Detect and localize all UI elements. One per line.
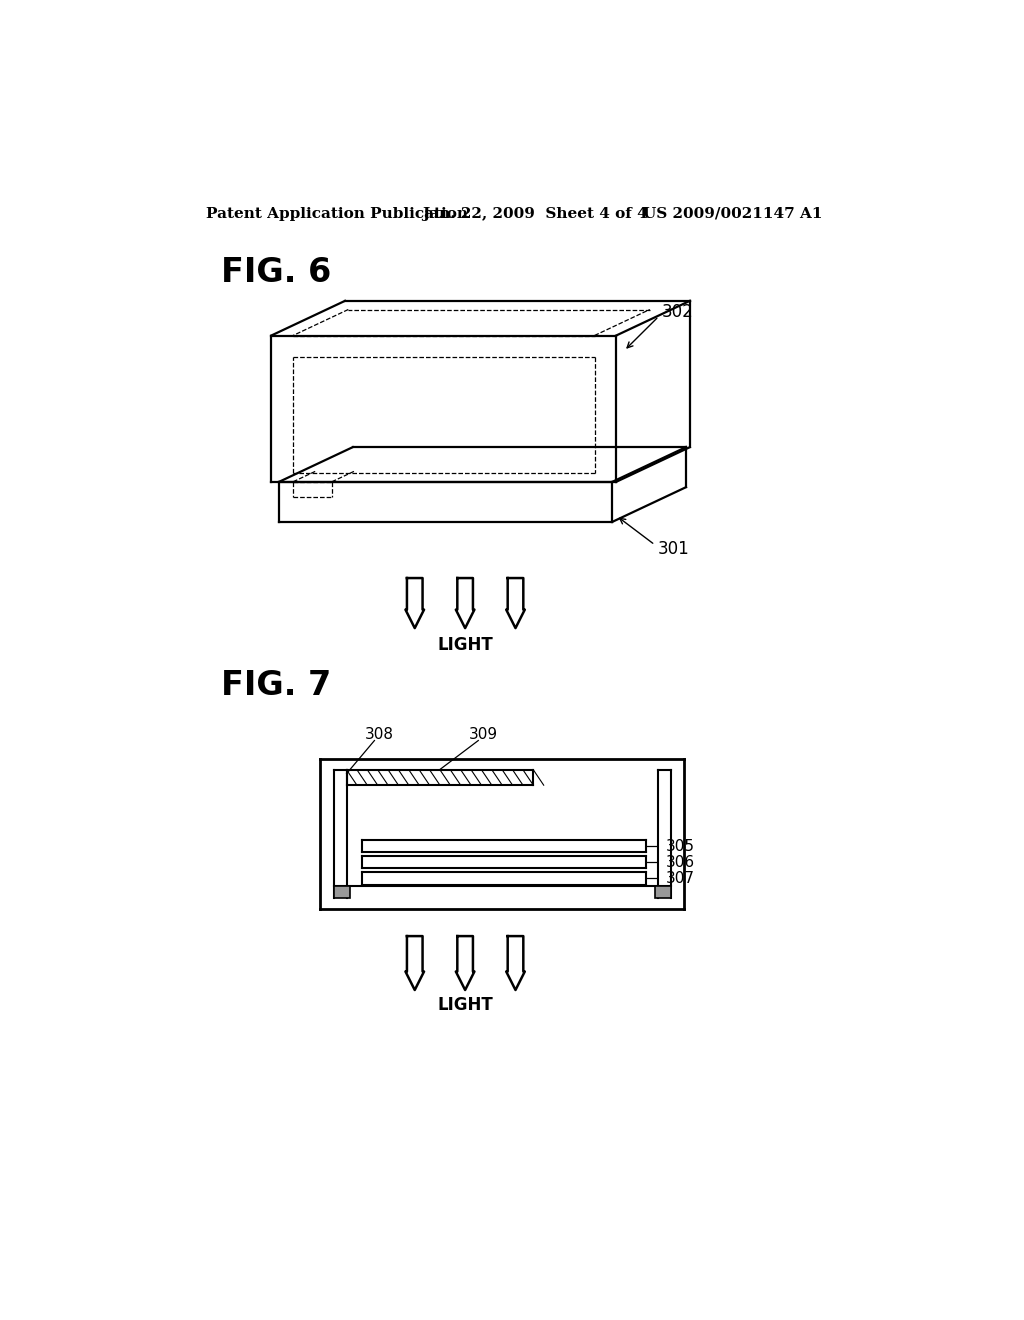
Text: FIG. 6: FIG. 6	[221, 256, 331, 289]
Text: 307: 307	[666, 871, 695, 886]
Text: 306: 306	[666, 854, 695, 870]
Text: 309: 309	[469, 727, 498, 742]
Text: 301: 301	[657, 540, 689, 558]
Bar	[655, 886, 671, 899]
Bar	[334, 886, 349, 899]
Text: FIG. 7: FIG. 7	[221, 669, 331, 702]
Text: LIGHT: LIGHT	[437, 636, 493, 653]
Text: 308: 308	[366, 727, 394, 742]
Text: 305: 305	[666, 838, 695, 854]
Text: Jan. 22, 2009  Sheet 4 of 4: Jan. 22, 2009 Sheet 4 of 4	[423, 207, 648, 220]
Text: 302: 302	[662, 304, 693, 321]
Text: LIGHT: LIGHT	[437, 997, 493, 1014]
Text: Patent Application Publication: Patent Application Publication	[206, 207, 468, 220]
Text: US 2009/0021147 A1: US 2009/0021147 A1	[643, 207, 823, 220]
